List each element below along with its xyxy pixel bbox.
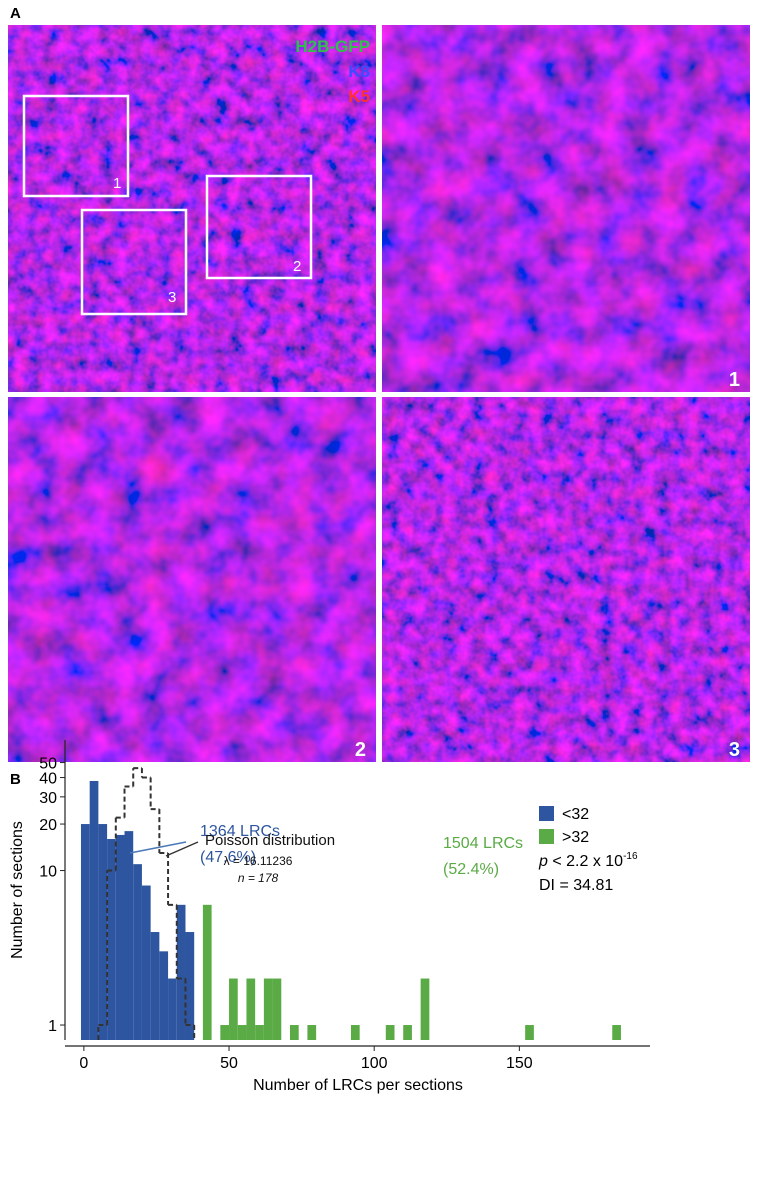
roi-box — [205, 174, 313, 280]
bar — [272, 978, 282, 1040]
x-axis-label: Number of LRCs per sections — [253, 1077, 463, 1094]
bar — [159, 951, 169, 1040]
annotation: Poisson distribution — [205, 832, 335, 849]
bar — [115, 834, 125, 1040]
panel-label: A — [10, 5, 21, 22]
annotation: 1364 LRCs — [200, 823, 280, 840]
bar — [168, 978, 177, 1040]
bar — [525, 1025, 534, 1040]
inset-label: 2 — [355, 739, 366, 761]
bar — [124, 831, 134, 1040]
panel-label: B — [10, 771, 21, 788]
y-tick-label: 20 — [39, 817, 57, 834]
micrograph-inset — [382, 25, 750, 392]
bar — [290, 1025, 299, 1040]
inset-label: 3 — [729, 739, 740, 761]
y-tick-label: 30 — [39, 790, 57, 807]
bar — [141, 885, 151, 1040]
bar — [612, 1025, 621, 1040]
bar — [89, 780, 99, 1040]
bar — [185, 932, 195, 1040]
bar — [176, 904, 186, 1040]
micrograph-overview — [8, 25, 376, 392]
channel-label: H2B-GFP — [295, 37, 370, 56]
micrograph-panels — [8, 25, 750, 762]
bar — [263, 978, 273, 1040]
channel-label: K5 — [348, 87, 370, 106]
roi-label: 2 — [293, 258, 301, 275]
legend-label: >32 — [562, 829, 589, 846]
bar — [150, 932, 160, 1040]
y-axis-label: Number of sections — [9, 821, 26, 959]
x-tick-label: 150 — [506, 1055, 533, 1072]
y-tick-label: 40 — [39, 771, 57, 788]
x-tick-label: 50 — [220, 1055, 238, 1072]
p-text: < 2.2 x 10 — [548, 853, 623, 870]
bar — [220, 1025, 230, 1040]
bar — [403, 1025, 412, 1040]
annotation-pointer — [129, 841, 187, 854]
annotation: (47.6%) — [200, 849, 256, 866]
bar — [80, 824, 90, 1040]
legend-swatch — [539, 806, 554, 821]
annotation: n = 178 — [238, 871, 279, 885]
p-exponent: -16 — [623, 851, 638, 862]
bar — [202, 904, 212, 1040]
bar — [255, 1025, 264, 1040]
micrograph-inset — [8, 397, 376, 762]
annotation: 1504 LRCs — [443, 835, 523, 852]
bar — [307, 1025, 317, 1040]
micrograph-inset — [382, 397, 750, 762]
roi-label: 1 — [113, 175, 121, 192]
bar — [246, 978, 256, 1040]
dispersion-index: DI = 34.81 — [539, 877, 613, 894]
annotation: (52.4%) — [443, 861, 499, 878]
bar — [350, 1025, 360, 1040]
roi-label: 3 — [168, 289, 176, 306]
y-tick-label: 1 — [48, 1018, 57, 1035]
channel-label: K8 — [348, 62, 370, 81]
legend-swatch — [539, 829, 554, 844]
annotation-pointer — [165, 841, 199, 857]
bar — [385, 1025, 395, 1040]
bar — [107, 839, 116, 1040]
x-tick-label: 0 — [79, 1055, 88, 1072]
x-tick-label: 100 — [361, 1055, 388, 1072]
p-symbol: p — [538, 853, 548, 870]
roi-box — [22, 94, 130, 198]
y-tick-label: 10 — [39, 864, 57, 881]
y-tick-label: 50 — [39, 756, 57, 773]
legend-label: <32 — [562, 806, 589, 823]
bar — [420, 978, 430, 1040]
bar — [237, 1025, 247, 1040]
p-value: p < 2.2 x 10-16 — [538, 851, 638, 870]
bar — [133, 864, 142, 1040]
inset-label: 1 — [729, 369, 740, 391]
bar — [229, 978, 238, 1040]
roi-box — [80, 208, 188, 316]
bar — [98, 824, 108, 1040]
annotation: λ = 16.11236 — [224, 854, 293, 868]
